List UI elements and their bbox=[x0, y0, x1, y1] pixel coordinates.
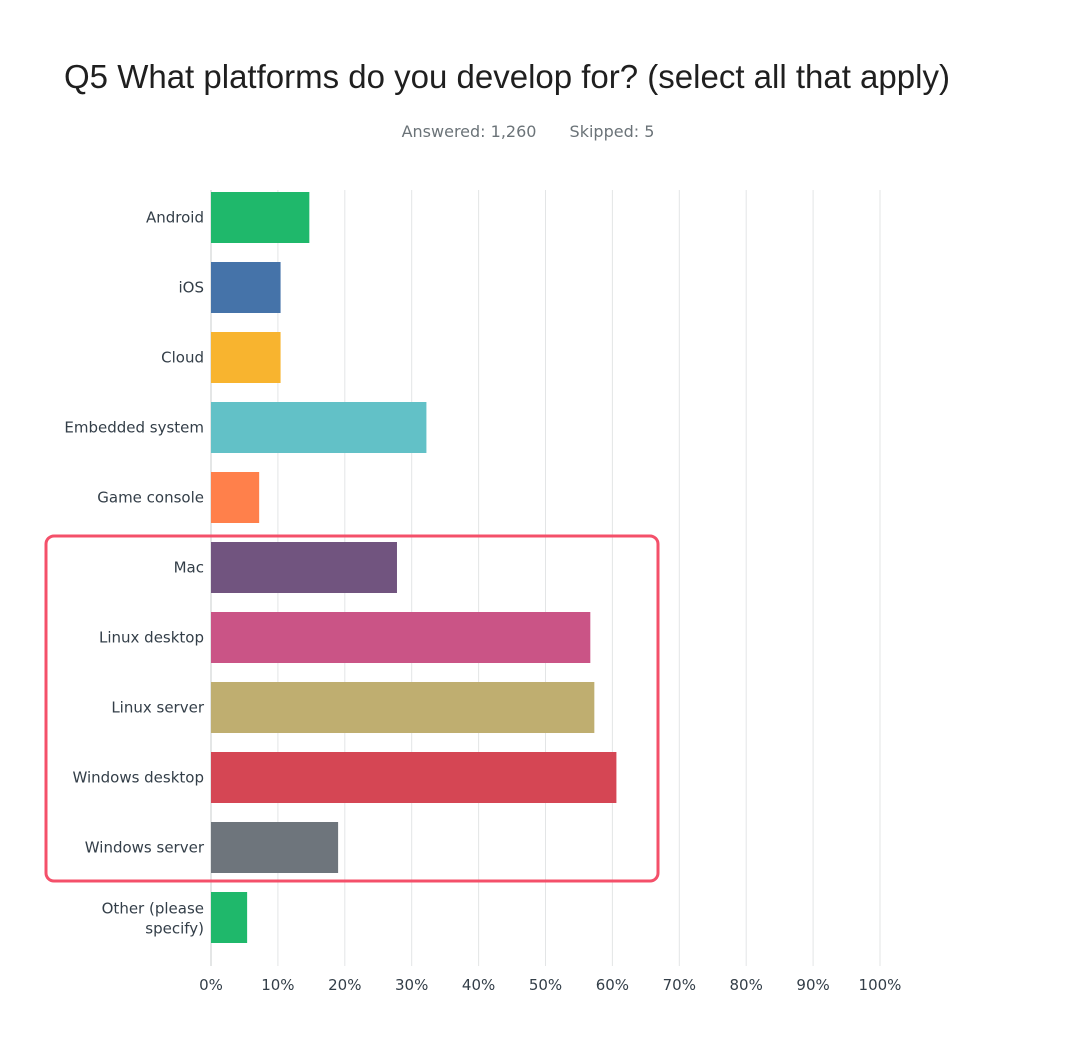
x-tick-label: 70% bbox=[663, 976, 696, 994]
category-label: Game console bbox=[97, 489, 204, 507]
category-label: Linux server bbox=[111, 699, 204, 717]
category-label: iOS bbox=[179, 279, 205, 297]
x-tick-label: 90% bbox=[796, 976, 829, 994]
response-stats: Answered: 1,260 Skipped: 5 bbox=[0, 122, 1056, 141]
category-label: Windows desktop bbox=[72, 769, 204, 787]
bar bbox=[211, 612, 591, 663]
x-tick-label: 100% bbox=[859, 976, 902, 994]
x-tick-label: 80% bbox=[730, 976, 763, 994]
category-label: Mac bbox=[174, 559, 204, 577]
category-label: Cloud bbox=[161, 349, 204, 367]
bar bbox=[211, 822, 339, 873]
bar bbox=[211, 682, 595, 733]
bar bbox=[211, 542, 397, 593]
bar bbox=[211, 262, 281, 313]
category-label: Other (please specify) bbox=[102, 900, 204, 938]
x-tick-label: 60% bbox=[596, 976, 629, 994]
bar bbox=[211, 472, 260, 523]
bar bbox=[211, 192, 310, 243]
category-label: Linux desktop bbox=[99, 629, 204, 647]
category-label: Windows server bbox=[85, 839, 205, 857]
skipped-count: Skipped: 5 bbox=[569, 122, 655, 141]
chart-title: Q5 What platforms do you develop for? (s… bbox=[64, 58, 950, 95]
highlight-box bbox=[44, 534, 660, 883]
x-tick-label: 30% bbox=[395, 976, 428, 994]
x-tick-label: 50% bbox=[529, 976, 562, 994]
x-tick-label: 40% bbox=[462, 976, 495, 994]
category-label: Android bbox=[146, 209, 204, 227]
bar bbox=[211, 752, 617, 803]
category-label: Embedded system bbox=[64, 419, 204, 437]
x-tick-label: 10% bbox=[261, 976, 294, 994]
bar bbox=[211, 892, 248, 943]
bar bbox=[211, 402, 427, 453]
bar bbox=[211, 332, 281, 383]
x-tick-label: 20% bbox=[328, 976, 361, 994]
answered-count: Answered: 1,260 bbox=[401, 122, 537, 141]
x-tick-label: 0% bbox=[199, 976, 223, 994]
